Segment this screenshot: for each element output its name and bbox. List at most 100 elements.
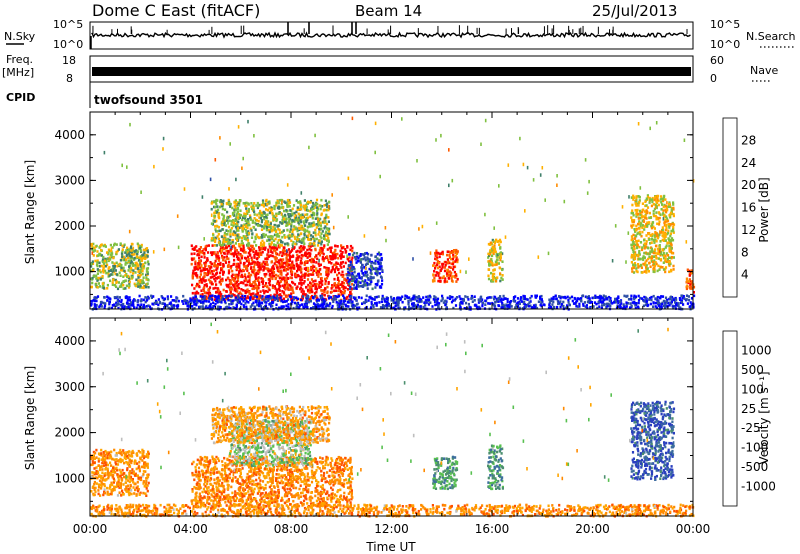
data-point [190,244,193,247]
data-point [345,250,348,253]
data-point [205,283,208,286]
data-point [319,221,322,225]
data-point [245,222,248,226]
data-point [312,260,315,264]
data-point [499,253,502,256]
data-point [254,282,257,286]
data-point [318,264,321,268]
data-point [646,304,649,308]
data-point [260,218,264,222]
data-point [662,239,666,242]
data-point [113,262,116,265]
data-point [267,248,270,252]
data-point [299,282,302,285]
data-point [249,249,252,253]
data-point [234,206,237,210]
data-point [263,299,266,302]
data-point [266,267,269,270]
data-point [449,266,453,269]
data-point [216,229,219,233]
data-point [509,303,512,306]
data-point [639,233,642,236]
data-point [341,275,344,278]
data-point [528,304,531,308]
data-point [263,235,266,238]
data-point [290,223,293,226]
data-point [251,221,254,224]
data-point [267,201,270,204]
data-point [632,254,636,258]
data-point [253,254,256,257]
data-point [250,236,254,239]
data-point [275,248,279,251]
data-point [650,226,653,230]
data-point [288,204,291,208]
data-point [220,279,223,283]
data-point [690,285,693,288]
data-point [102,262,106,265]
data-point [278,285,281,289]
data-point [645,266,648,269]
date-title: 25/Jul/2013 [592,2,677,20]
data-point [241,230,244,233]
data-point [230,241,233,245]
data-point [658,233,661,236]
data-point [497,262,500,265]
data-point [214,236,217,240]
data-point [397,301,400,305]
data-point [221,254,224,258]
data-point [635,212,638,216]
data-point [206,273,209,276]
data-point [132,272,135,275]
data-point [317,252,320,256]
data-point [539,295,542,299]
data-point [281,278,284,281]
data-point [284,242,287,246]
data-point [499,272,502,275]
data-point [508,305,511,309]
data-point [670,239,673,242]
data-point [286,258,289,262]
data-point [487,277,491,281]
data-point [259,253,263,256]
data-point [124,274,127,277]
data-point [246,233,249,236]
data-point [213,304,216,308]
data-point [680,299,683,302]
data-point [348,273,351,277]
data-point [326,202,329,205]
data-point [212,219,215,222]
data-point [203,296,206,300]
data-point [137,279,140,282]
data-point [136,250,139,253]
data-point [254,277,257,280]
data-point [286,298,290,301]
data-point [312,201,315,205]
data-point [499,279,502,283]
data-point [438,271,441,275]
data-point [240,302,243,306]
data-point [245,231,248,234]
data-point [633,219,636,222]
data-point [233,201,236,204]
data-point [645,234,648,237]
data-point [144,296,147,299]
data-point [646,267,649,270]
data-point [652,262,656,265]
data-point [314,217,317,220]
data-point [632,263,635,266]
data-point [145,285,148,289]
data-point [120,298,123,302]
data-point [263,241,266,245]
data-point [273,285,276,288]
data-point [214,238,217,242]
data-point [341,291,344,294]
data-point [328,246,331,250]
data-point [657,257,660,260]
data-point [301,295,305,298]
data-point [303,276,306,279]
data-point [285,300,288,303]
data-point [223,231,226,235]
data-point [227,277,230,280]
